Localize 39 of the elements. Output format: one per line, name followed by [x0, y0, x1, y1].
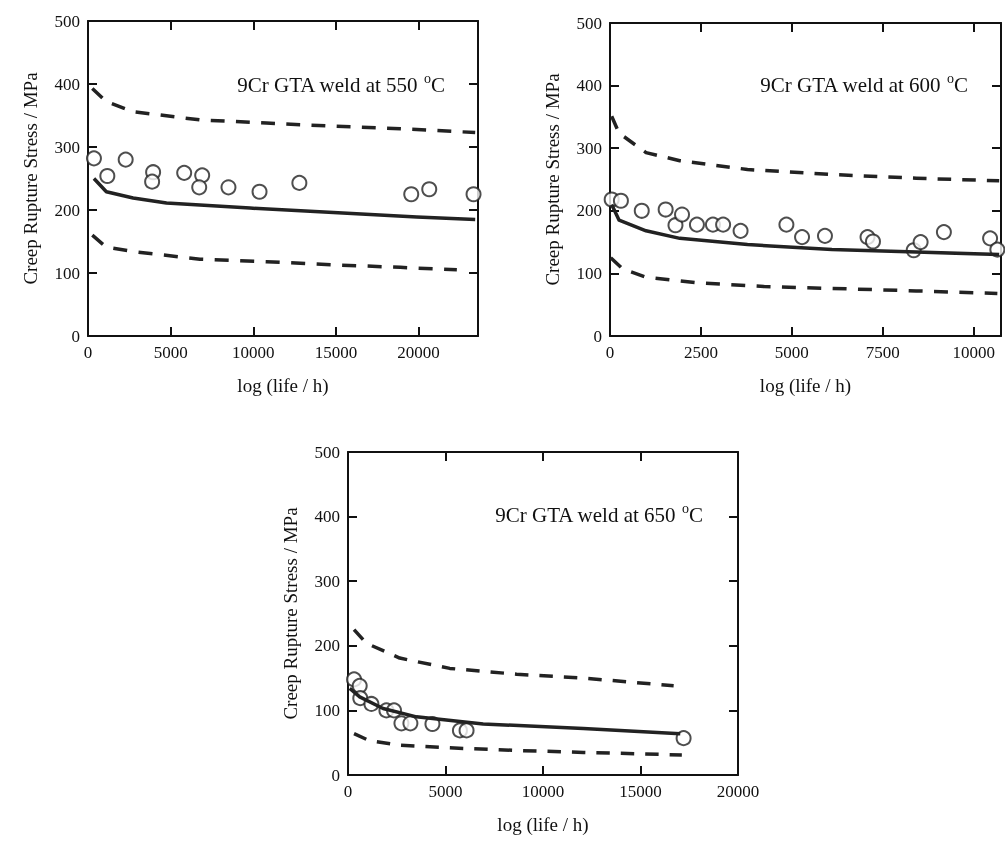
x-tick-label: 7500	[865, 343, 900, 362]
x-tick-label: 15000	[314, 343, 358, 362]
y-tick-label: 300	[576, 138, 602, 158]
x-tick-label: 5000	[774, 343, 809, 362]
x-tick-label: 10000	[952, 343, 995, 362]
x-tick-label: 20000	[716, 782, 760, 801]
y-axis-title: Creep Rupture Stress / MPa	[280, 506, 301, 720]
x-tick-label: 20000	[397, 343, 440, 362]
y-axis-title: Creep Rupture Stress / MPa	[20, 71, 41, 285]
y-tick-label: 500	[576, 13, 602, 33]
y-tick-label: 400	[576, 76, 602, 96]
x-tick-label: 15000	[619, 782, 662, 801]
y-axis-title: Creep Rupture Stress / MPa	[542, 72, 563, 286]
x-axis-title: log (life / h)	[497, 814, 589, 836]
x-tick-label: 10000	[521, 782, 565, 801]
y-tick-label: 200	[54, 200, 80, 220]
y-tick-label: 0	[593, 326, 602, 346]
x-tick-label: 0	[343, 782, 353, 801]
y-tick-label: 100	[54, 263, 80, 283]
y-tick-label: 300	[54, 137, 80, 157]
y-tick-label: 500	[314, 442, 340, 462]
y-tick-label: 100	[314, 700, 340, 720]
y-tick-label: 0	[331, 765, 340, 785]
x-tick-label: 0	[83, 343, 93, 362]
y-tick-label: 200	[576, 201, 602, 221]
y-tick-label: 500	[54, 11, 80, 31]
x-tick-label: 5000	[428, 782, 463, 801]
x-tick-label: 10000	[232, 343, 275, 362]
x-axis-title: log (life / h)	[237, 375, 329, 397]
y-tick-label: 400	[314, 507, 340, 527]
y-tick-label: 100	[576, 263, 602, 283]
x-tick-label: 0	[605, 343, 615, 362]
y-tick-label: 0	[71, 326, 80, 346]
y-tick-label: 200	[314, 636, 340, 656]
y-tick-label: 400	[54, 74, 80, 94]
x-axis-title: log (life / h)	[759, 375, 852, 397]
y-tick-label: 300	[314, 571, 340, 591]
x-tick-label: 5000	[153, 343, 188, 362]
x-tick-label: 2500	[683, 343, 718, 362]
